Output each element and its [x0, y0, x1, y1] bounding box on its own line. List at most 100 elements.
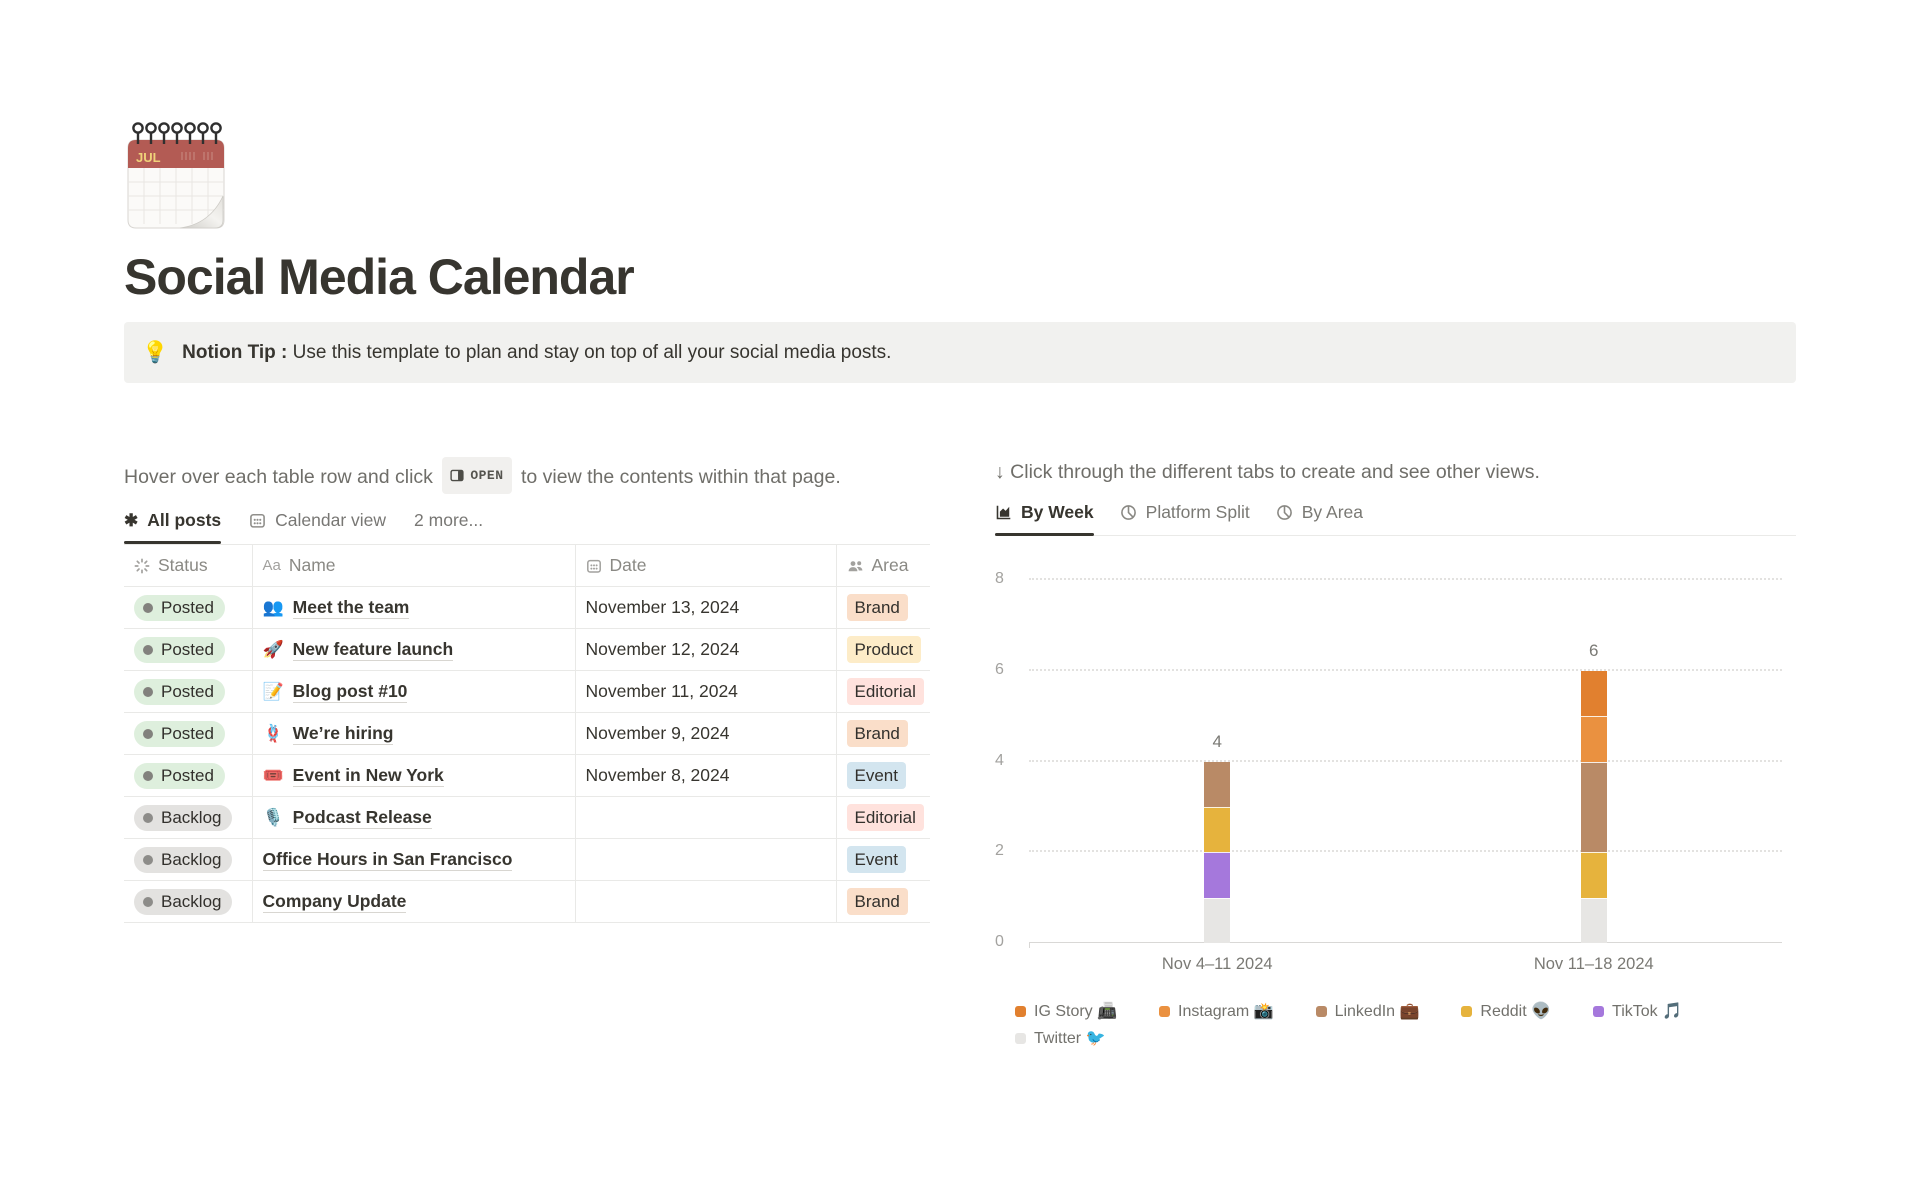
status-cell[interactable]: Posted — [124, 628, 253, 671]
tab-all-posts[interactable]: ✱ All posts — [124, 510, 222, 544]
page-icon-spiral-calendar[interactable]: JUL — [124, 118, 228, 232]
area-tag[interactable]: Event — [846, 846, 906, 873]
status-pill[interactable]: Backlog — [134, 846, 233, 873]
date-cell[interactable] — [575, 838, 837, 881]
area-cell[interactable]: Brand — [836, 586, 930, 629]
area-tag[interactable]: Editorial — [846, 678, 924, 705]
area-cell[interactable]: Editorial — [836, 796, 930, 839]
stacked-bar[interactable] — [1580, 670, 1607, 943]
legend-item-instagram[interactable]: Instagram 📸 — [1159, 1001, 1274, 1021]
date-cell[interactable]: November 9, 2024 — [575, 712, 837, 755]
tab-by-area[interactable]: By Area — [1276, 502, 1363, 535]
date-cell[interactable]: November 8, 2024 — [575, 754, 837, 797]
row-emoji-icon: 📝 — [262, 682, 284, 701]
date-cell[interactable] — [575, 796, 837, 839]
legend-item-linkedin[interactable]: LinkedIn 💼 — [1315, 1001, 1419, 1021]
column-label: Area — [871, 555, 909, 575]
date-cell[interactable]: November 12, 2024 — [575, 628, 837, 671]
tab-more-views[interactable]: 2 more... — [414, 510, 483, 544]
notion-page: JUL Social Media Calendar 💡 Notion Tip :… — [124, 118, 1796, 1048]
date-cell[interactable]: November 11, 2024 — [575, 670, 837, 713]
status-cell[interactable]: Backlog — [124, 796, 253, 839]
page-link[interactable]: Blog post #10 — [292, 681, 408, 703]
tab-platform-split[interactable]: Platform Split — [1120, 502, 1250, 535]
status-pill[interactable]: Posted — [134, 636, 225, 663]
name-cell[interactable]: 👥 Meet the team — [252, 586, 576, 629]
area-cell[interactable]: Product — [836, 628, 930, 671]
legend-item-tiktok[interactable]: TikTok 🎵 — [1593, 1001, 1682, 1021]
status-pill[interactable]: Posted — [134, 594, 225, 621]
area-tag[interactable]: Brand — [846, 594, 908, 621]
name-cell[interactable]: Office Hours in San Francisco — [252, 838, 576, 881]
tab-by-week[interactable]: By Week — [995, 502, 1094, 536]
page-link[interactable]: We’re hiring — [292, 723, 394, 745]
instruction-after: to view the contents within that page. — [520, 466, 841, 488]
legend-item-twitter[interactable]: Twitter 🐦 — [1015, 1028, 1105, 1048]
bar-segment-reddit[interactable] — [1580, 852, 1607, 898]
page-link[interactable]: Podcast Release — [292, 807, 432, 829]
name-cell[interactable]: 🚀 New feature launch — [252, 628, 576, 671]
column-header-area[interactable]: Area — [836, 544, 930, 587]
name-cell[interactable]: 🎙️ Podcast Release — [252, 796, 576, 839]
status-cell[interactable]: Backlog — [124, 880, 253, 923]
area-tag[interactable]: Brand — [846, 720, 908, 747]
status-cell[interactable]: Backlog — [124, 838, 253, 881]
status-pill[interactable]: Posted — [134, 678, 225, 705]
page-title[interactable]: Social Media Calendar — [124, 249, 635, 305]
page-link[interactable]: New feature launch — [292, 639, 454, 661]
table-row[interactable]: Posted 📝 Blog post #10 November 11, 2024 … — [124, 670, 930, 713]
tab-calendar-view[interactable]: Calendar view — [249, 510, 386, 544]
bar-segment-reddit[interactable] — [1204, 806, 1231, 853]
page-link[interactable]: Company Update — [262, 891, 407, 913]
table-row[interactable]: Posted 🚀 New feature launch November 12, … — [124, 628, 930, 671]
area-cell[interactable]: Event — [836, 838, 930, 881]
bar-segment-ig-story[interactable] — [1580, 670, 1607, 717]
bar-segment-tiktok[interactable] — [1204, 852, 1231, 898]
stacked-bar[interactable] — [1204, 761, 1231, 943]
status-cell[interactable]: Posted — [124, 670, 253, 713]
area-cell[interactable]: Event — [836, 754, 930, 797]
status-cell[interactable]: Posted — [124, 712, 253, 755]
status-pill[interactable]: Posted — [134, 720, 225, 747]
status-cell[interactable]: Posted — [124, 754, 253, 797]
status-cell[interactable]: Posted — [124, 586, 253, 629]
name-cell[interactable]: 📝 Blog post #10 — [252, 670, 576, 713]
name-cell[interactable]: Company Update — [252, 880, 576, 923]
area-tag[interactable]: Brand — [846, 888, 908, 915]
column-header-name[interactable]: Aa Name — [252, 544, 576, 587]
table-row[interactable]: Posted 🪢 We’re hiring November 9, 2024 Br… — [124, 712, 930, 755]
area-cell[interactable]: Editorial — [836, 670, 930, 713]
page-link[interactable]: Event in New York — [292, 765, 444, 787]
legend-item-ig-story[interactable]: IG Story 📠 — [1015, 1001, 1117, 1021]
table-row[interactable]: Posted 👥 Meet the team November 13, 2024 … — [124, 586, 930, 629]
status-pill[interactable]: Backlog — [134, 804, 233, 831]
page-link[interactable]: Office Hours in San Francisco — [262, 849, 513, 871]
area-cell[interactable]: Brand — [836, 880, 930, 923]
table-row[interactable]: Backlog 🎙️ Podcast Release Editorial — [124, 796, 930, 839]
page-link[interactable]: Meet the team — [292, 597, 410, 619]
column-header-status[interactable]: Status — [124, 544, 253, 587]
date-cell[interactable] — [575, 880, 837, 923]
legend-swatch — [1159, 1005, 1171, 1017]
legend-item-reddit[interactable]: Reddit 👽 — [1461, 1001, 1551, 1021]
bar-segment-twitter[interactable] — [1580, 897, 1607, 943]
area-tag[interactable]: Product — [846, 636, 922, 663]
column-header-date[interactable]: Date — [575, 544, 837, 587]
table-row[interactable]: Backlog Company Update Brand — [124, 880, 930, 923]
calendar-icon — [250, 513, 266, 528]
area-cell[interactable]: Brand — [836, 712, 930, 755]
table-row[interactable]: Posted 🎟️ Event in New York November 8, 2… — [124, 754, 930, 797]
name-cell[interactable]: 🪢 We’re hiring — [252, 712, 576, 755]
name-cell[interactable]: 🎟️ Event in New York — [252, 754, 576, 797]
bar-segment-linkedin[interactable] — [1204, 761, 1231, 807]
bar-segment-twitter[interactable] — [1204, 897, 1231, 943]
bar-segment-instagram[interactable] — [1580, 716, 1607, 762]
date-cell[interactable]: November 13, 2024 — [575, 586, 837, 629]
table-row[interactable]: Backlog Office Hours in San Francisco Ev… — [124, 838, 930, 881]
area-tag[interactable]: Editorial — [846, 804, 924, 831]
y-axis-tick-label: 0 — [995, 933, 1004, 950]
area-tag[interactable]: Event — [846, 762, 906, 789]
bar-segment-linkedin[interactable] — [1580, 761, 1607, 853]
status-pill[interactable]: Posted — [134, 762, 225, 789]
status-pill[interactable]: Backlog — [134, 888, 233, 915]
